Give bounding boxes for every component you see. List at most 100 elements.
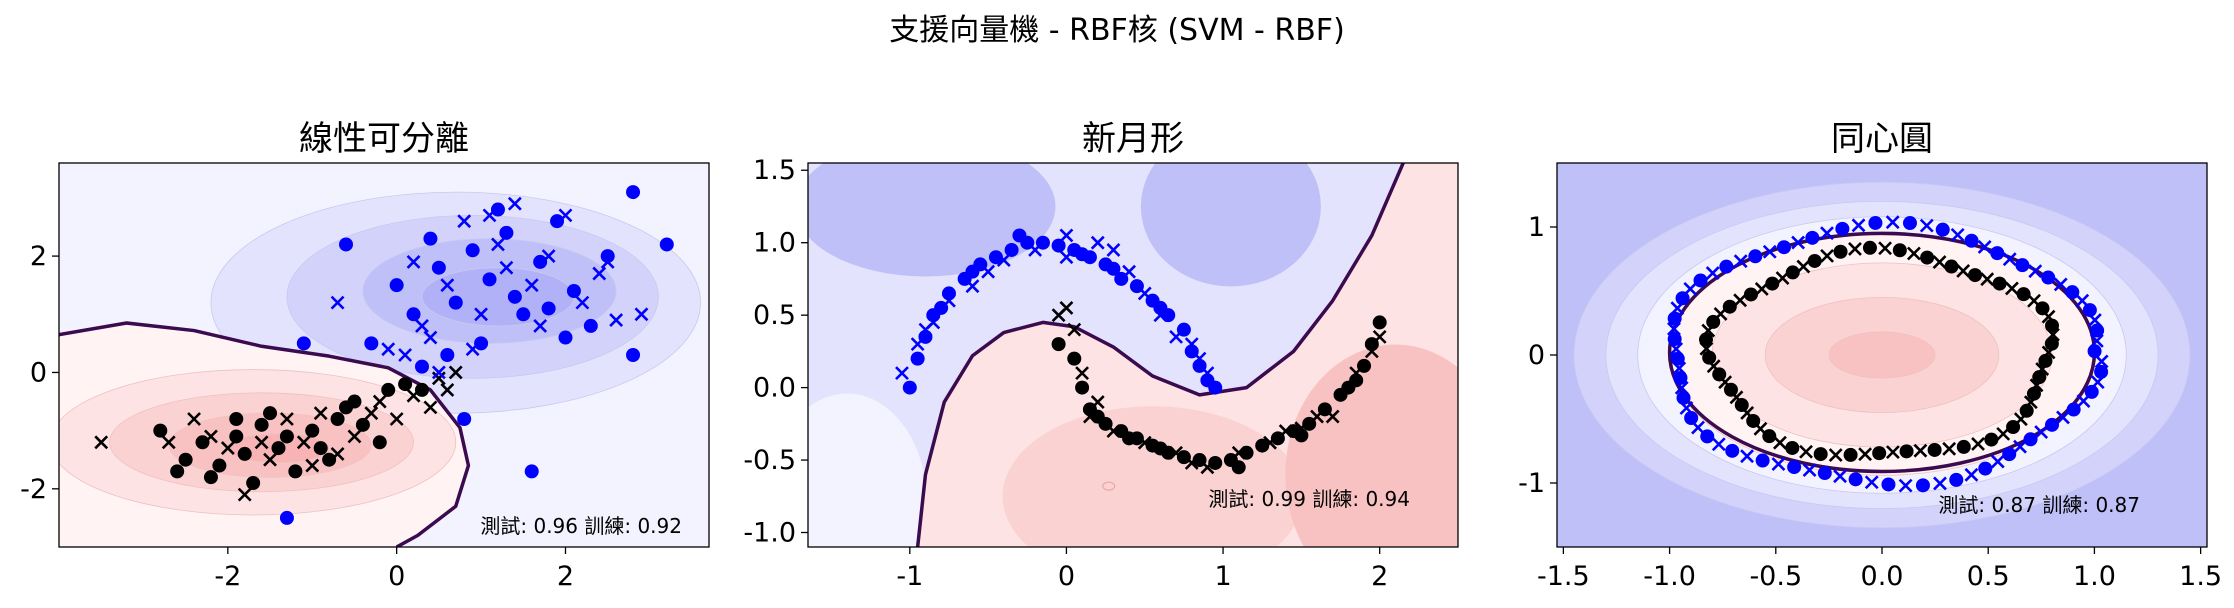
class-1-circle-point bbox=[2015, 258, 2030, 273]
panel-moons: 新月形 -1 0 1 2 -1.0 -0.5 0.0 0.5 1.0 1.5 測試: 0.99 訓… bbox=[743, 119, 1459, 592]
class-1-x-point bbox=[431, 365, 446, 380]
class-1-circle-point bbox=[406, 307, 421, 322]
class-1-circle-point bbox=[1949, 472, 1964, 487]
y-tick-label: 2 bbox=[30, 241, 47, 272]
class-1-circle-point bbox=[1848, 472, 1863, 487]
x-tick-label: 1 bbox=[1214, 561, 1231, 592]
class-1-circle-point bbox=[1153, 300, 1168, 315]
class-1-circle-point bbox=[279, 510, 294, 525]
panel-title: 新月形 bbox=[1082, 119, 1184, 159]
class-1-x-point bbox=[575, 295, 590, 310]
class-0-circle-point bbox=[1833, 244, 1848, 259]
class-1-circle-point bbox=[2087, 344, 2102, 359]
panel-title: 線性可分離 bbox=[299, 119, 469, 159]
class-0-circle-point bbox=[212, 458, 227, 473]
class-1-circle-point bbox=[1208, 380, 1223, 395]
class-1-x-point bbox=[558, 208, 573, 223]
class-0-x-point bbox=[1075, 366, 1090, 381]
x-tick-label: 0 bbox=[388, 561, 405, 592]
class-1-x-point bbox=[1919, 218, 1934, 233]
class-0-circle-point bbox=[229, 429, 244, 444]
y-tick-label: -0.5 bbox=[743, 445, 796, 476]
class-0-circle-point bbox=[1743, 287, 1758, 302]
class-0-x-point bbox=[372, 394, 387, 409]
decision-regions bbox=[59, 163, 709, 547]
class-1-circle-point bbox=[659, 237, 674, 252]
class-1-x-point bbox=[406, 254, 421, 269]
panel-title: 同心圓 bbox=[1831, 119, 1933, 159]
class-1-circle-point bbox=[902, 380, 917, 395]
y-tick-label: 1.5 bbox=[753, 155, 796, 186]
class-0-circle-point bbox=[1765, 276, 1780, 291]
class-1-x-point bbox=[1990, 454, 2005, 469]
class-1-x-point bbox=[1059, 250, 1074, 265]
class-0-x-point bbox=[263, 452, 277, 467]
class-0-x-point bbox=[1980, 272, 1995, 287]
class-1-x-point bbox=[1153, 308, 1168, 323]
class-0-x-point bbox=[1278, 424, 1293, 438]
class-0-circle-point bbox=[2045, 318, 2060, 333]
class-1-circle-point bbox=[2094, 364, 2109, 379]
class-1-x-point bbox=[1184, 337, 1199, 352]
class-1-x-point bbox=[1705, 266, 1720, 280]
class-0-circle-point bbox=[178, 452, 193, 467]
class-1-circle-point bbox=[457, 412, 472, 426]
class-0-x-point bbox=[1349, 366, 1364, 381]
class-0-x-point bbox=[440, 382, 455, 397]
y-tick-label: 0.5 bbox=[753, 300, 796, 331]
class-0-circle-point bbox=[1944, 259, 1959, 274]
class-1-circle-point bbox=[474, 336, 489, 351]
class-1-x-point bbox=[1851, 218, 1866, 233]
class-1-circle-point bbox=[2023, 432, 2038, 447]
class-0-x-point bbox=[237, 487, 252, 502]
class-0-circle-point bbox=[203, 470, 218, 485]
class-1-x-point bbox=[398, 348, 413, 362]
class-0-circle-point bbox=[322, 452, 337, 467]
class-1-x-point bbox=[1950, 227, 1965, 242]
class-1-circle-point bbox=[541, 301, 556, 316]
class-1-circle-point bbox=[965, 264, 980, 279]
class-1-x-point bbox=[592, 266, 607, 281]
class-1-x-point bbox=[1090, 235, 1105, 250]
y-tick-label: 1.0 bbox=[753, 228, 796, 259]
class-1-circle-point bbox=[465, 243, 480, 258]
class-0-x-point bbox=[423, 400, 438, 415]
class-1-x-point bbox=[2002, 252, 2017, 267]
class-0-x-point bbox=[1820, 248, 1834, 263]
x-tick-label: -2 bbox=[214, 561, 241, 592]
boundary-line bbox=[915, 163, 1405, 547]
class-0-circle-point bbox=[1067, 351, 1082, 366]
class-0-x-point bbox=[431, 371, 446, 386]
y-tick-label: 0 bbox=[1528, 340, 1545, 371]
y-tick-label: 0 bbox=[30, 357, 47, 388]
x-tick-label: 0.0 bbox=[1861, 561, 1904, 592]
class-1-x-point bbox=[1933, 476, 1947, 491]
class-1-x-point bbox=[918, 322, 933, 337]
class-0-x-point bbox=[1878, 241, 1892, 256]
class-0-circle-point bbox=[414, 382, 429, 397]
class-0-circle-point bbox=[1239, 445, 1254, 460]
class-1-x-point bbox=[2034, 425, 2049, 439]
class-1-x-point bbox=[1106, 243, 1121, 257]
class-1-x-point bbox=[457, 214, 472, 229]
class-0-x-point bbox=[1942, 441, 1957, 456]
x-tick-label: -0.5 bbox=[1749, 561, 1802, 592]
class-1-circle-point bbox=[1684, 411, 1699, 426]
class-0-x-point bbox=[1848, 242, 1862, 256]
class-0-circle-point bbox=[1956, 439, 1971, 454]
class-0-circle-point bbox=[1153, 441, 1168, 456]
class-1-x-point bbox=[423, 330, 438, 345]
class-0-circle-point bbox=[288, 464, 303, 479]
class-1-x-point bbox=[524, 278, 539, 293]
class-0-x-point bbox=[389, 412, 404, 426]
class-0-x-point bbox=[1310, 409, 1324, 424]
class-1-x-point bbox=[1192, 351, 1207, 366]
class-0-circle-point bbox=[246, 476, 261, 490]
class-1-x-point bbox=[330, 295, 345, 310]
class-1-x-point bbox=[910, 337, 925, 352]
class-1-circle-point bbox=[1755, 453, 1770, 468]
class-1-x-point bbox=[609, 313, 624, 328]
class-0-x-point bbox=[1325, 409, 1340, 424]
class-1-circle-point bbox=[1881, 477, 1896, 492]
class-1-circle-point bbox=[339, 237, 354, 252]
